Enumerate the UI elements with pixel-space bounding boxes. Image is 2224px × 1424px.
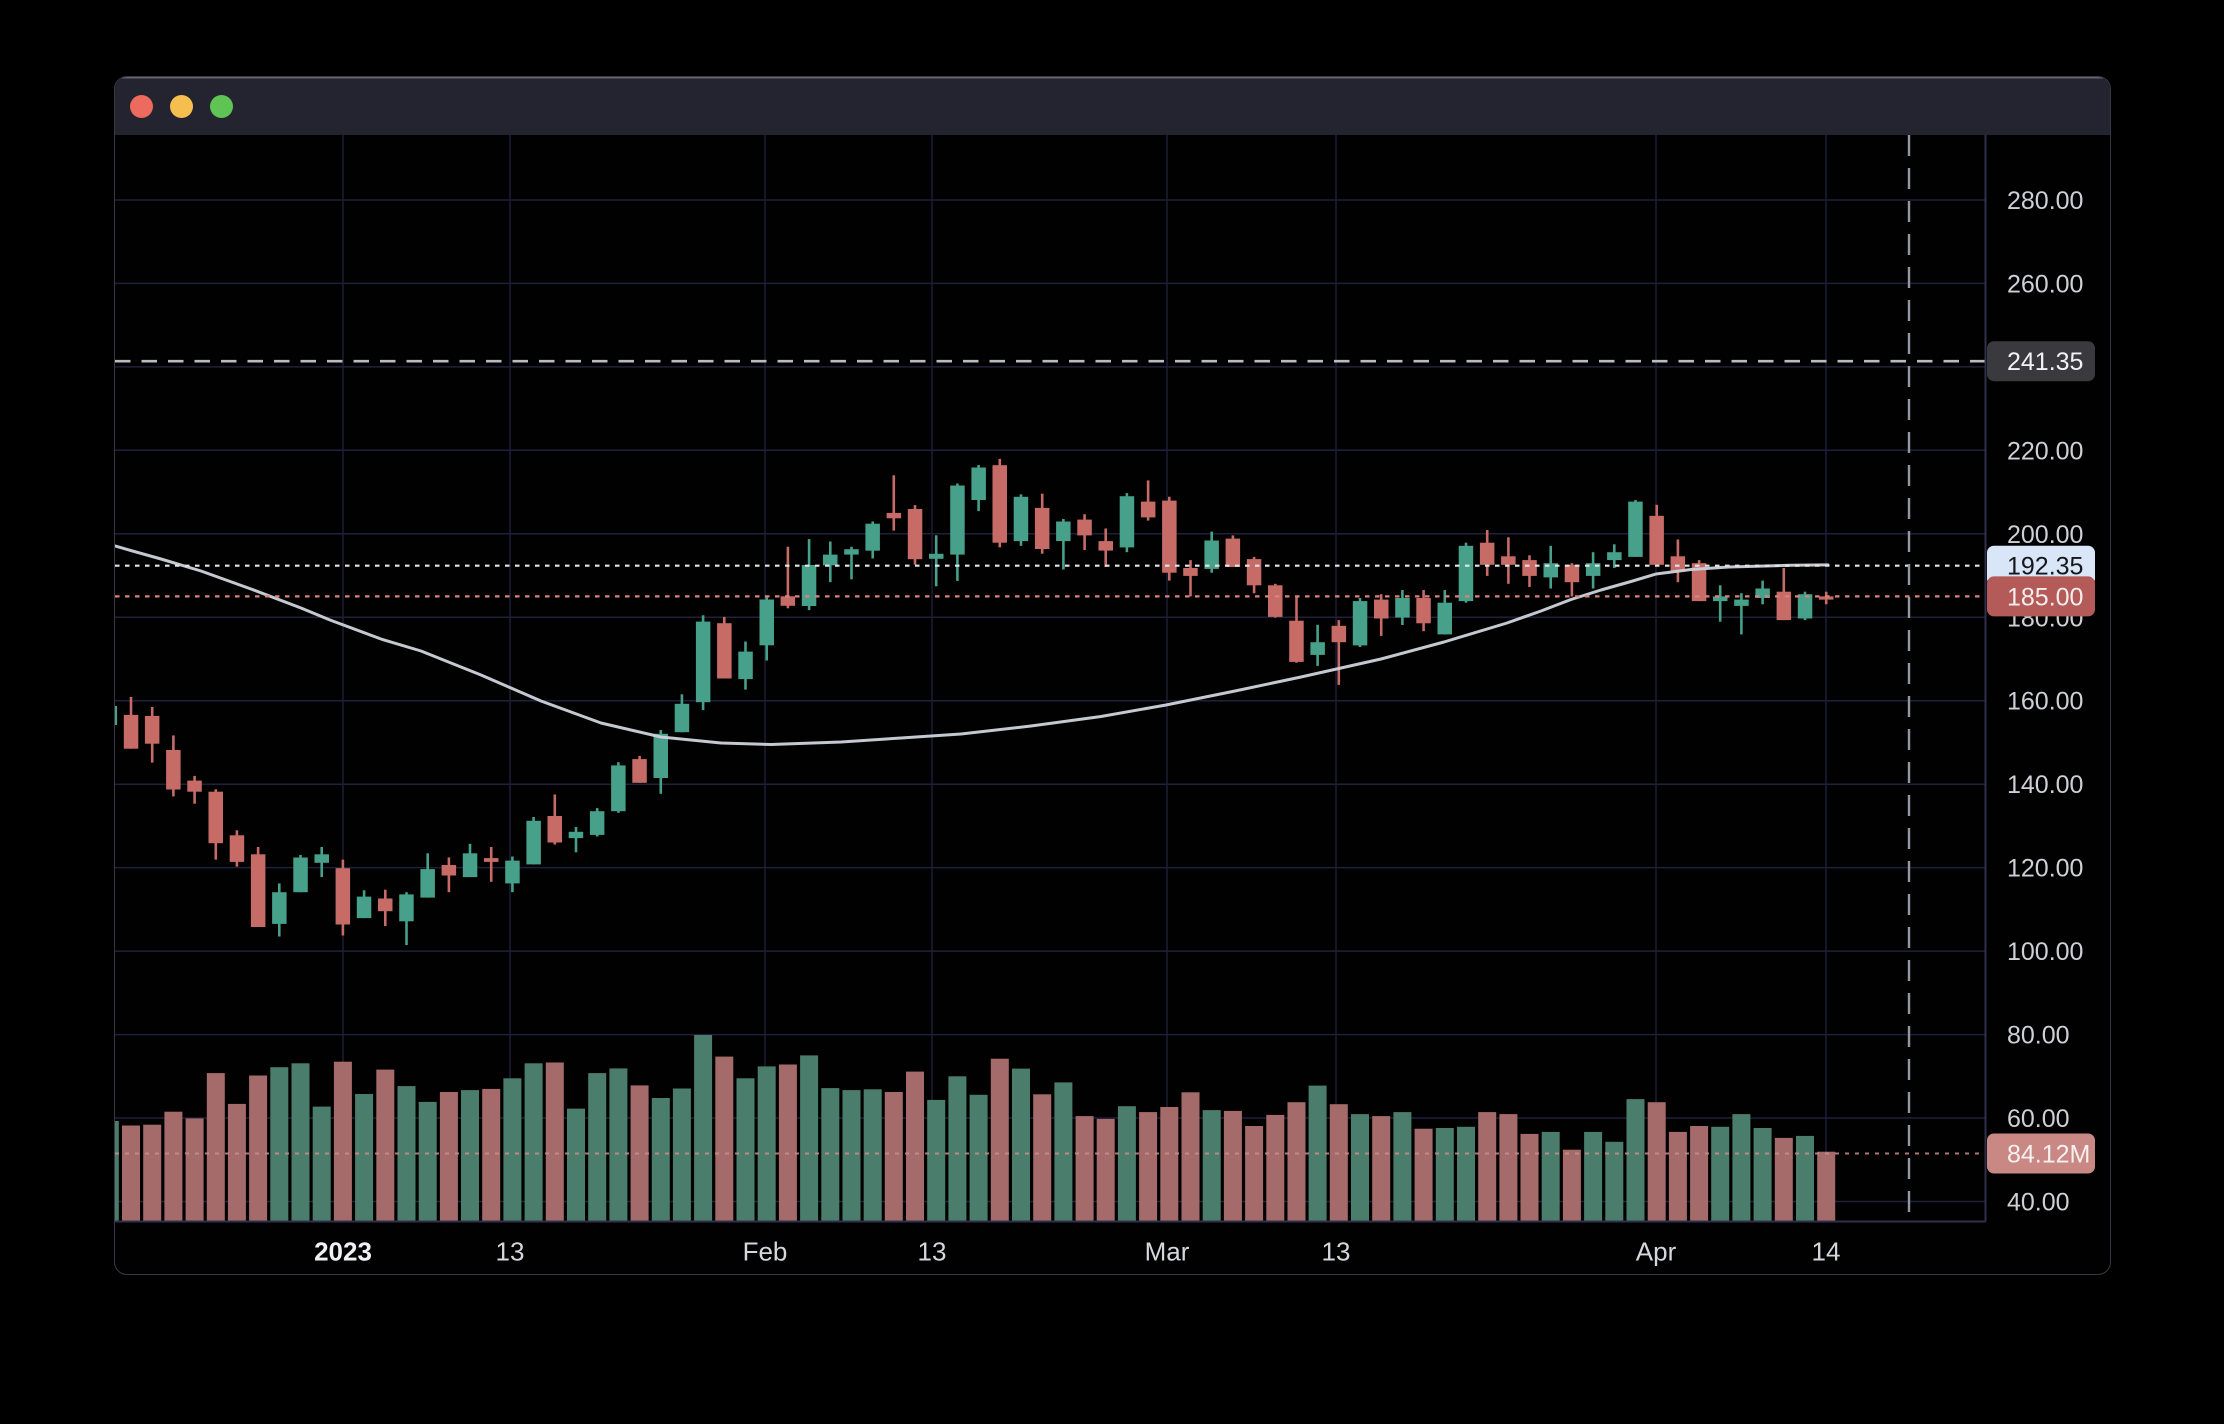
- svg-text:192.35: 192.35: [2007, 553, 2083, 581]
- svg-text:100.00: 100.00: [2007, 938, 2083, 966]
- svg-text:140.00: 140.00: [2007, 771, 2083, 799]
- svg-text:Mar: Mar: [1145, 1237, 1190, 1267]
- svg-text:40.00: 40.00: [2007, 1189, 2070, 1217]
- svg-text:160.00: 160.00: [2007, 688, 2083, 716]
- svg-text:185.00: 185.00: [2007, 583, 2083, 611]
- svg-text:80.00: 80.00: [2007, 1022, 2070, 1050]
- svg-text:60.00: 60.00: [2007, 1105, 2070, 1133]
- svg-text:Feb: Feb: [743, 1237, 788, 1267]
- svg-text:200.00: 200.00: [2007, 521, 2083, 549]
- svg-text:280.00: 280.00: [2007, 187, 2083, 215]
- svg-text:2023: 2023: [314, 1237, 372, 1267]
- svg-text:241.35: 241.35: [2007, 348, 2083, 376]
- svg-text:13: 13: [918, 1237, 947, 1267]
- svg-text:Apr: Apr: [1636, 1237, 1677, 1267]
- svg-text:120.00: 120.00: [2007, 855, 2083, 883]
- svg-text:13: 13: [1322, 1237, 1351, 1267]
- svg-text:220.00: 220.00: [2007, 437, 2083, 465]
- svg-text:260.00: 260.00: [2007, 270, 2083, 298]
- svg-text:84.12M: 84.12M: [2007, 1141, 2090, 1169]
- svg-text:14: 14: [1812, 1237, 1841, 1267]
- svg-text:13: 13: [496, 1237, 525, 1267]
